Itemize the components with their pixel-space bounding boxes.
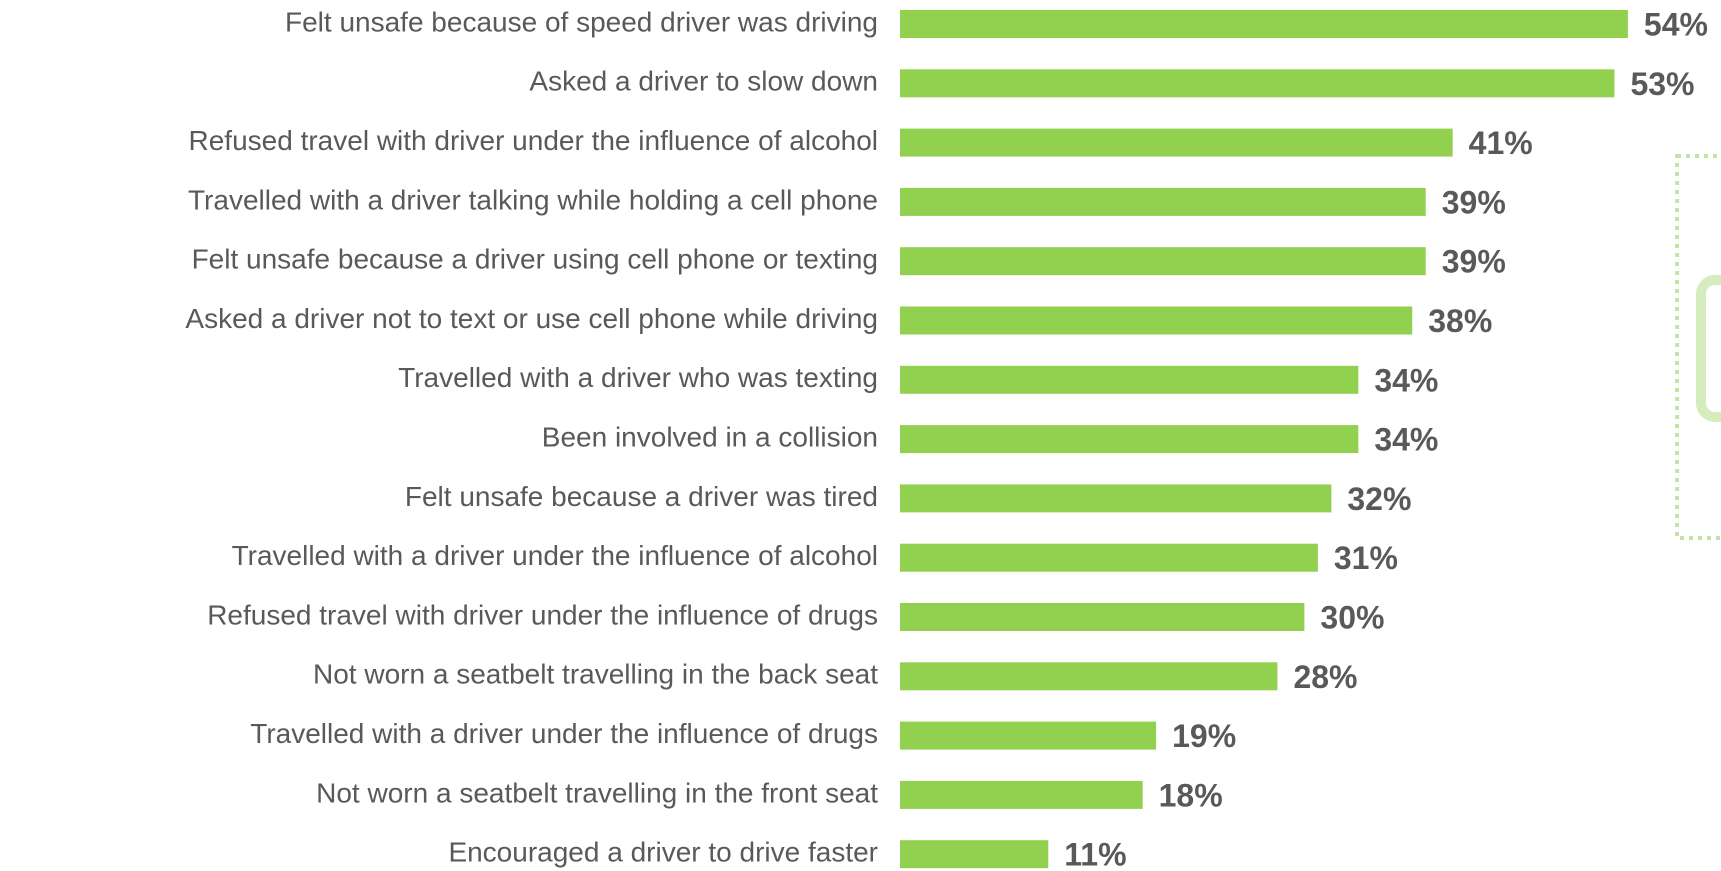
category-label: Travelled with a driver under the influe… (232, 540, 878, 571)
bar (900, 306, 1413, 335)
category-label: Travelled with a driver under the influe… (250, 718, 878, 749)
category-label: Not worn a seatbelt travelling in the fr… (316, 777, 878, 808)
category-label: Been involved in a collision (542, 421, 878, 452)
bar (900, 247, 1426, 276)
category-label: Felt unsafe because a driver was tired (405, 481, 878, 512)
value-label: 30% (1320, 599, 1384, 635)
bar (900, 721, 1157, 750)
value-label: 11% (1064, 837, 1126, 871)
bar (900, 187, 1426, 216)
category-label: Felt unsafe because of speed driver was … (285, 6, 878, 37)
value-label: 34% (1374, 422, 1438, 458)
bar (900, 69, 1615, 98)
value-label: 54% (1644, 6, 1708, 42)
value-label: 39% (1442, 184, 1506, 220)
category-label: Asked a driver to slow down (529, 66, 878, 97)
bar (900, 780, 1143, 809)
category-label: Asked a driver not to text or use cell p… (185, 303, 878, 334)
bar (900, 662, 1278, 691)
category-label: Felt unsafe because a driver using cell … (192, 244, 878, 275)
bar (900, 128, 1453, 157)
value-label: 41% (1469, 125, 1533, 161)
value-label: 18% (1159, 777, 1223, 813)
decor-icon (1696, 275, 1721, 422)
value-label: 53% (1630, 66, 1694, 102)
bar (900, 365, 1359, 394)
category-label: Encouraged a driver to drive faster (448, 837, 878, 868)
bar (900, 10, 1628, 38)
bar (900, 484, 1332, 513)
category-label: Not worn a seatbelt travelling in the ba… (313, 659, 878, 690)
bar (900, 425, 1359, 454)
value-label: 31% (1334, 540, 1398, 576)
bar (900, 840, 1049, 869)
value-label: 19% (1172, 718, 1236, 754)
value-label: 28% (1293, 659, 1357, 695)
category-label: Travelled with a driver who was texting (398, 362, 878, 393)
category-label: Travelled with a driver talking while ho… (188, 184, 878, 215)
value-label: 32% (1347, 481, 1411, 517)
value-label: 39% (1442, 244, 1506, 280)
bar (900, 543, 1318, 572)
bar (900, 603, 1305, 631)
decor-box (1675, 154, 1721, 540)
value-label: 38% (1428, 303, 1492, 339)
category-label: Refused travel with driver under the inf… (207, 599, 878, 630)
value-label: 34% (1374, 362, 1438, 398)
category-label: Refused travel with driver under the inf… (189, 125, 879, 156)
